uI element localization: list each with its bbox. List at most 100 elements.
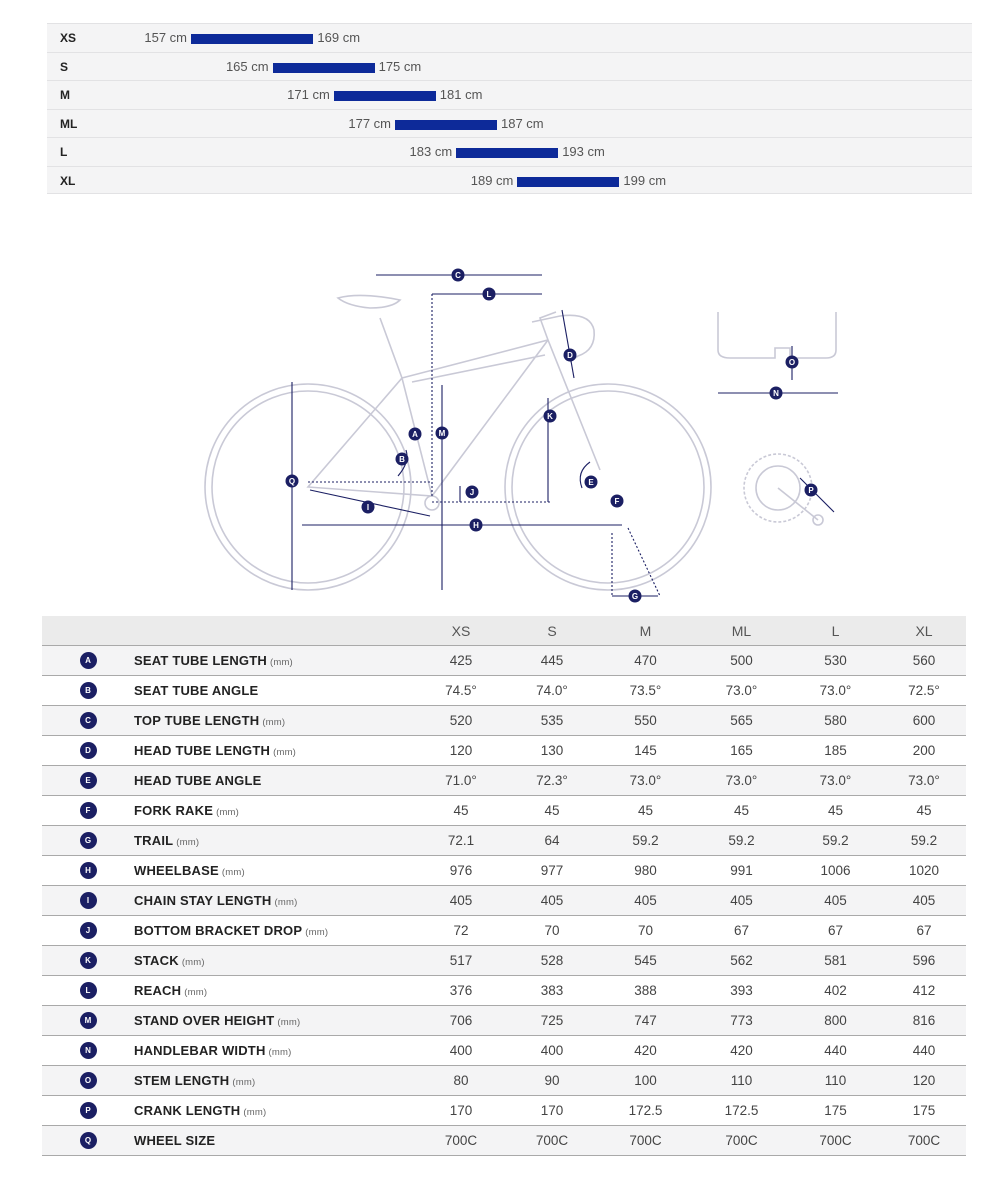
value-cell: 581: [789, 945, 882, 976]
value-cell: 980: [597, 855, 694, 886]
value-cell: 517: [415, 945, 507, 976]
size-min-height: 177 cm: [348, 115, 391, 131]
crank-arm: [777, 487, 819, 521]
value-cell: 72.5°: [882, 675, 966, 706]
value-cell: 991: [694, 855, 789, 886]
value-cell: 405: [789, 885, 882, 916]
letter-badge: F: [79, 802, 97, 819]
measurement-name-cell: STACK (mm): [134, 945, 415, 976]
crankset-inner: [755, 465, 801, 511]
value-cell: 172.5: [597, 1095, 694, 1126]
value-cell: 600: [882, 705, 966, 736]
value-cell: 120: [882, 1065, 966, 1096]
measurement-name: STACK: [134, 953, 179, 968]
measurement-unit: (mm): [273, 747, 297, 758]
size-min-height: 165 cm: [225, 58, 269, 74]
value-cell: 72.3°: [507, 765, 597, 796]
header-size: XS: [415, 616, 507, 646]
size-label: L: [60, 145, 68, 159]
value-cell: 500: [694, 645, 789, 676]
size-label: XS: [60, 31, 77, 45]
svg-text:I: I: [367, 503, 369, 512]
size-row: M 171 cm 181 cm: [47, 80, 972, 109]
diagram-label-d: D: [563, 348, 577, 362]
value-cell: 725: [507, 1005, 597, 1036]
value-cell: 73.0°: [694, 675, 789, 706]
measurement-name-cell: BOTTOM BRACKET DROP (mm): [134, 915, 415, 946]
diagram-label-q: Q: [285, 474, 299, 488]
svg-text:G: G: [632, 592, 638, 601]
table-row: C TOP TUBE LENGTH (mm) 520 535 550 565 580 600: [42, 705, 966, 736]
value-cell: 700C: [597, 1125, 694, 1156]
value-cell: 145: [597, 735, 694, 766]
letter-badge: M: [79, 1012, 97, 1029]
row-letter-cell: F: [42, 795, 134, 826]
svg-text:B: B: [399, 455, 405, 464]
measurement-unit: (mm): [232, 1077, 256, 1088]
row-letter-cell: L: [42, 975, 134, 1006]
chainring: [424, 495, 440, 511]
value-cell: 700C: [415, 1125, 507, 1156]
diagram-label-f: F: [610, 494, 624, 508]
row-letter-cell: N: [42, 1035, 134, 1066]
value-cell: 470: [597, 645, 694, 676]
svg-text:F: F: [615, 497, 620, 506]
size-range-bar: [456, 148, 559, 158]
svg-text:E: E: [588, 478, 594, 487]
size-range-bar: [517, 176, 620, 187]
value-cell: 59.2: [882, 825, 966, 856]
measurement-name: STAND OVER HEIGHT: [134, 1013, 275, 1028]
value-cell: 59.2: [597, 825, 694, 856]
value-cell: 73.0°: [789, 675, 882, 706]
size-range-bar: [333, 91, 436, 101]
measurement-name-cell: WHEEL SIZE: [134, 1125, 415, 1156]
table-row: N HANDLEBAR WIDTH (mm) 400 400 420 420 440 440: [42, 1035, 966, 1066]
value-cell: 71.0°: [415, 765, 507, 796]
letter-badge: I: [79, 892, 97, 909]
table-row: D HEAD TUBE LENGTH (mm) 120 130 145 165 185 200: [42, 735, 966, 766]
value-cell: 100: [597, 1065, 694, 1096]
measurement-name-cell: STEM LENGTH (mm): [134, 1065, 415, 1096]
header-size: M: [597, 616, 694, 646]
svg-text:C: C: [455, 271, 461, 280]
size-range-bar: [191, 34, 314, 44]
row-letter-cell: A: [42, 645, 134, 676]
row-letter-cell: P: [42, 1095, 134, 1126]
value-cell: 405: [507, 885, 597, 916]
table-row: E HEAD TUBE ANGLE 71.0° 72.3° 73.0° 73.0° 73.0…: [42, 765, 966, 796]
value-cell: 45: [694, 795, 789, 826]
value-cell: 59.2: [694, 825, 789, 856]
bike-frame: [306, 311, 601, 497]
size-max-height: 181 cm: [439, 87, 483, 102]
value-cell: 405: [882, 885, 966, 916]
header-size: L: [789, 616, 882, 646]
value-cell: 172.5: [694, 1095, 789, 1126]
size-range-bar: [395, 119, 497, 130]
rear-wheel-inner: [211, 390, 405, 584]
value-cell: 700C: [507, 1125, 597, 1156]
header-size: ML: [694, 616, 789, 646]
measurement-name-cell: WHEELBASE (mm): [134, 855, 415, 886]
measurement-unit: (mm): [243, 1107, 267, 1118]
value-cell: 528: [507, 945, 597, 976]
value-cell: 175: [789, 1095, 882, 1126]
table-row: P CRANK LENGTH (mm) 170 170 172.5 172.5 175 175: [42, 1095, 966, 1126]
value-cell: 562: [694, 945, 789, 976]
row-letter-cell: H: [42, 855, 134, 886]
handlebar: [531, 314, 595, 363]
diagram-label-b: B: [395, 452, 409, 466]
measurement-name: TOP TUBE LENGTH: [134, 713, 260, 728]
diagram-label-g: G: [628, 589, 642, 603]
row-letter-cell: C: [42, 705, 134, 736]
row-letter-cell: K: [42, 945, 134, 976]
size-label: S: [60, 59, 69, 74]
row-letter-cell: O: [42, 1065, 134, 1096]
measurement-unit: (mm): [176, 837, 200, 848]
table-row: O STEM LENGTH (mm) 80 90 100 110 110 120: [42, 1065, 966, 1096]
svg-text:K: K: [547, 412, 553, 421]
diagram-label-o: O: [785, 355, 799, 369]
value-cell: 1006: [789, 855, 882, 886]
diagram-label-i: I: [361, 500, 375, 514]
value-cell: 425: [415, 645, 507, 676]
svg-text:D: D: [567, 351, 573, 360]
